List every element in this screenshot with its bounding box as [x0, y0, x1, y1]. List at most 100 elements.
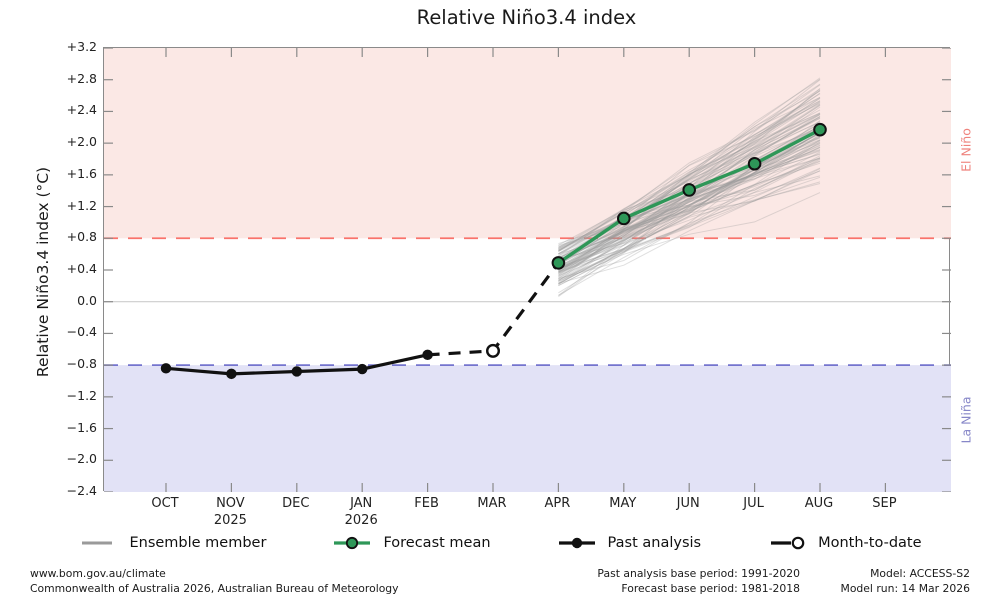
y-tick-label: −2.0 — [66, 451, 97, 467]
ensemble-member-line — [558, 156, 821, 270]
x-tick-label: MAY — [609, 496, 637, 511]
ensemble-member-line — [558, 150, 821, 261]
forecast-mean-point — [551, 256, 566, 270]
month-to-date-swatch — [771, 536, 805, 550]
x-tick-label: OCT — [151, 496, 179, 511]
ensemble-member-line — [558, 146, 821, 287]
ensemble-member-line — [558, 109, 821, 252]
past-analysis-swatch — [558, 537, 595, 549]
ensemble-member-line — [558, 125, 821, 286]
y-tick-label: +0.8 — [66, 229, 97, 245]
footer-model-run: Model run: 14 Mar 2026 — [840, 581, 971, 595]
y-tick-label: +2.0 — [66, 134, 97, 150]
el-nino-region-label: El Niño — [958, 128, 974, 172]
ensemble-member-line — [558, 89, 821, 282]
past-analysis-point — [291, 366, 302, 377]
y-tick-label: +1.2 — [66, 197, 97, 213]
ensemble-member-line — [558, 167, 821, 270]
ensemble-member-line — [558, 158, 821, 267]
ensemble-member-line — [558, 100, 821, 248]
y-tick-label: 0.0 — [77, 292, 97, 308]
ensemble-member-line — [558, 151, 821, 272]
la-nina-region — [104, 365, 951, 492]
ensemble-member-line — [558, 168, 821, 274]
ensemble-member-line — [558, 126, 821, 265]
legend-label: Past analysis — [607, 535, 702, 551]
forecast-mean-point — [813, 122, 827, 137]
x-tick-label: MAR — [477, 496, 507, 511]
ensemble-member-line — [558, 132, 821, 284]
ensemble-member-line — [558, 181, 821, 284]
ensemble-member-line — [558, 155, 821, 268]
legend-item: Forecast mean — [332, 534, 491, 552]
ensemble-member-line — [558, 136, 821, 269]
la-nina-region-label: La Niña — [958, 396, 974, 444]
footer-left: www.bom.gov.au/climate Commonwealth of A… — [30, 567, 399, 596]
chart-title: Relative Niño3.4 index — [416, 6, 637, 29]
ensemble-member-line — [558, 113, 821, 271]
y-tick-label: +1.6 — [66, 165, 97, 181]
ensemble-member-line — [558, 101, 821, 274]
x-year-label: 2025 — [213, 513, 247, 528]
x-tick-label: JAN — [350, 496, 373, 511]
ensemble-member-line — [558, 175, 821, 260]
ensemble-member-line — [558, 149, 821, 248]
ensemble-member-line — [558, 131, 821, 285]
footer-url: www.bom.gov.au/climate — [30, 567, 166, 580]
y-tick-label: −1.2 — [66, 387, 97, 403]
ensemble-member-line — [558, 77, 821, 266]
ensemble-member-line — [558, 90, 821, 251]
x-year-label: 2026 — [344, 513, 378, 528]
ensemble-member-line — [558, 132, 821, 284]
ensemble-member-line — [558, 153, 821, 249]
ensemble-member-line — [558, 104, 821, 263]
ensemble-member-line — [558, 158, 821, 282]
ensemble-member-line — [558, 106, 821, 266]
month-to-date-point — [486, 343, 501, 358]
footer-model: Model: ACCESS-S2 — [870, 567, 970, 580]
ensemble-member-line — [558, 160, 821, 273]
footer-base-periods: Past analysis base period: 1991-2020 For… — [597, 567, 800, 596]
ensemble-member-line — [558, 92, 821, 257]
legend-label: Ensemble member — [129, 535, 267, 551]
forecast-mean-point — [617, 211, 631, 226]
ensemble-member-line — [558, 139, 821, 279]
y-tick-label: +0.4 — [66, 261, 97, 276]
y-tick-label: −0.8 — [66, 356, 97, 372]
legend-label: Forecast mean — [383, 535, 491, 551]
ensemble-member-line — [558, 96, 821, 251]
ensemble-member-line — [558, 157, 821, 259]
ensemble-member-line — [558, 122, 821, 261]
past-analysis-point — [422, 349, 433, 361]
ensemble-member-line — [558, 78, 821, 276]
chart-legend: Ensemble member Forecast mean Past analysi… — [0, 534, 1000, 552]
ensemble-member-line — [558, 145, 821, 276]
x-tick-label: JUL — [743, 496, 764, 511]
footer-model-info: Model: ACCESS-S2 Model run: 14 Mar 2026 — [841, 567, 971, 596]
y-tick-label: +3.2 — [66, 39, 97, 54]
ensemble-member-line — [558, 88, 821, 252]
ensemble-member-line — [558, 183, 821, 279]
x-tick-label: JUN — [676, 496, 700, 511]
legend-label: Month-to-date — [818, 535, 922, 551]
ensemble-member-line — [558, 192, 821, 282]
x-tick-label: FEB — [414, 496, 439, 511]
past-analysis-point — [160, 363, 172, 374]
ensemble-member-line — [558, 139, 821, 296]
ensemble-member-line — [558, 142, 821, 262]
x-tick-label: APR — [544, 496, 571, 511]
y-tick-label: −0.4 — [66, 324, 97, 340]
ensemble-member-line — [558, 141, 821, 285]
past-analysis-point — [357, 363, 368, 375]
x-tick-label: SEP — [872, 496, 897, 511]
ensemble-member-line — [558, 112, 821, 252]
ensemble-member-line — [558, 127, 821, 271]
ensemble-member-line — [558, 130, 821, 273]
forecast-mean-swatch — [334, 536, 371, 550]
y-tick-label: +2.8 — [66, 70, 97, 86]
ensemble-member-line — [558, 134, 821, 268]
footer-past-base-period: Past analysis base period: 1991-2020 — [597, 567, 800, 580]
ensemble-member-line — [558, 162, 821, 260]
legend-item: Past analysis — [557, 534, 702, 552]
ensemble-member-line — [558, 170, 821, 256]
